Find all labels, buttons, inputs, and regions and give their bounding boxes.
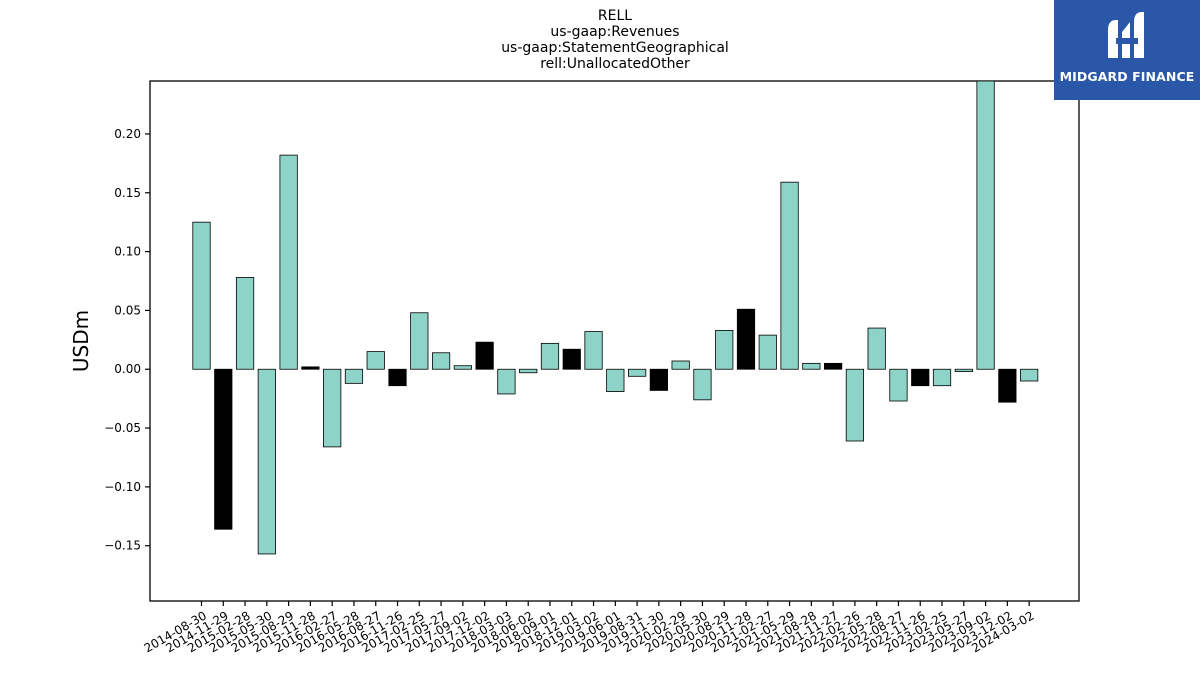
bar (519, 368, 538, 374)
bar (758, 334, 777, 370)
y-tick-label: −0.05 (104, 421, 141, 435)
y-tick-label: −0.15 (104, 539, 141, 553)
bar (366, 351, 385, 370)
bar (431, 352, 451, 370)
bar (497, 368, 516, 395)
bar (998, 368, 1017, 403)
bar (323, 368, 342, 448)
bar (235, 277, 255, 370)
y-axis: −0.15 −0.10 −0.05 0.00 0.05 0.10 0.15 0.20 (104, 127, 150, 553)
plot-frame (149, 80, 1080, 602)
bar (628, 368, 647, 377)
x-axis: 2014-08-302014-11-292015-02-282015-05-30… (142, 601, 1037, 655)
y-tick-label: −0.10 (104, 480, 141, 494)
bar (649, 368, 668, 391)
bar (584, 331, 603, 370)
bar (606, 368, 625, 392)
bar (410, 312, 429, 370)
bar (802, 362, 821, 370)
bar (736, 308, 756, 370)
bar (192, 221, 211, 370)
title-line: us-gaap:StatementGeographical (501, 40, 729, 56)
title-line: us-gaap:Revenues (550, 24, 679, 40)
bar (453, 365, 472, 370)
bar (301, 366, 320, 370)
bar (671, 360, 690, 370)
bar (867, 327, 886, 370)
bar (540, 342, 560, 370)
bar (279, 154, 298, 370)
y-tick-label: 0.15 (114, 186, 141, 200)
bar (475, 341, 494, 370)
bar (344, 368, 364, 384)
y-tick-label: 0.10 (114, 245, 141, 259)
bar (932, 368, 952, 387)
title-line: RELL (598, 8, 632, 24)
y-tick-label: 0.05 (114, 303, 141, 317)
chart-title: RELLus-gaap:Revenuesus-gaap:StatementGeo… (501, 8, 729, 72)
y-axis-label: USDm (69, 310, 93, 372)
bar (780, 181, 799, 370)
bar (911, 368, 930, 387)
midgard-logo-icon (1108, 12, 1144, 58)
bar (388, 368, 407, 387)
y-tick-label: 0.00 (114, 362, 141, 376)
bar (889, 368, 908, 402)
bar (824, 362, 843, 370)
bar (562, 348, 581, 370)
bar (214, 368, 233, 530)
title-line: rell:UnallocatedOther (540, 56, 690, 72)
bar (845, 368, 865, 442)
logo-text: MIDGARD FINANCE (1059, 69, 1195, 84)
brand-logo: MIDGARD FINANCE (1054, 0, 1200, 100)
bar (976, 80, 995, 370)
bar (257, 368, 276, 555)
bar (715, 330, 734, 370)
bar (954, 368, 973, 372)
bar (1020, 368, 1039, 382)
bar-series (192, 80, 1039, 555)
bar (693, 368, 712, 401)
y-tick-label: 0.20 (114, 127, 141, 141)
